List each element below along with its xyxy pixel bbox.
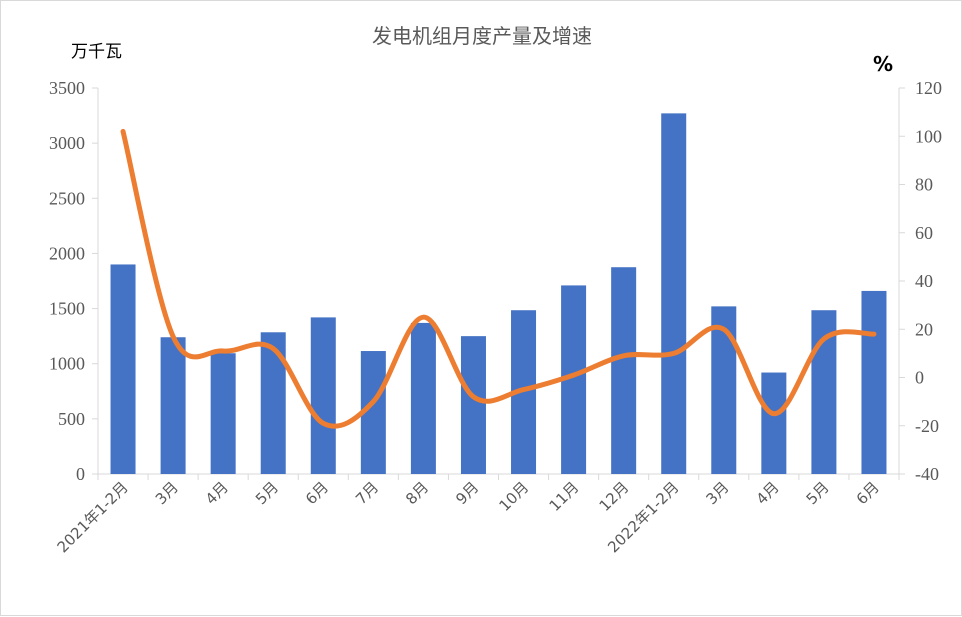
right-tick-label: 80 [915, 175, 933, 195]
x-tick-label: 3月 [152, 478, 182, 508]
right-tick-label: 100 [915, 126, 942, 146]
bar [711, 306, 737, 474]
x-tick-label: 9月 [452, 478, 482, 508]
left-axis-unit: 万千瓦 [71, 42, 122, 62]
x-tick-label: 10月 [496, 478, 533, 515]
axes: 0 500 1000 1500 2000 2500 3000 3500 -40 -20 0 20 40 6… [49, 78, 942, 484]
bar-series [110, 113, 887, 474]
chart-title: 发电机组月度产量及增速 [372, 24, 592, 48]
right-tick-label: 60 [915, 223, 933, 243]
right-tick-label: 120 [915, 78, 942, 98]
left-tick-label: 2000 [49, 243, 85, 263]
x-tick-label: 4月 [202, 478, 232, 508]
x-tick-label: 4月 [753, 478, 783, 508]
x-tick-label: 12月 [596, 478, 633, 515]
x-tick-label: 6月 [302, 478, 332, 508]
right-tick-label: 40 [915, 271, 933, 291]
left-tick-label: 2500 [49, 188, 85, 208]
x-tick-label: 5月 [252, 478, 282, 508]
x-axis-labels: 2021年1-2月 3月 4月 5月 6月 7月 8月 9月 10月 11月 12月2022年1-2… [54, 478, 883, 556]
x-tick-label: 3月 [703, 478, 733, 508]
x-tick-label: 5月 [803, 478, 833, 508]
bar [260, 332, 286, 474]
growth-line [120, 128, 877, 429]
right-tick-label: -20 [915, 416, 939, 436]
right-tick-label: 0 [915, 368, 924, 388]
left-tick-label: 1500 [49, 299, 85, 319]
x-tick-label: 11月 [546, 478, 583, 515]
bar [110, 264, 136, 474]
left-tick-label: 3000 [49, 133, 85, 153]
bar [410, 322, 436, 474]
left-tick-label: 0 [76, 464, 85, 484]
bar [310, 317, 336, 474]
right-tick-label: -40 [915, 464, 939, 484]
x-tick-label: 6月 [853, 478, 883, 508]
line-series [120, 128, 877, 429]
x-tick-label: 7月 [352, 478, 382, 508]
bar [210, 353, 236, 474]
bar [160, 337, 186, 474]
bar [661, 113, 687, 474]
bar [460, 336, 486, 474]
left-tick-label: 1000 [49, 354, 85, 374]
bar [611, 267, 637, 474]
x-tick-label: 2021年1-2月 [54, 478, 132, 556]
bar [861, 290, 887, 474]
left-tick-label: 3500 [49, 78, 85, 98]
bar [761, 372, 787, 474]
left-tick-label: 500 [58, 409, 85, 429]
right-tick-label: 20 [915, 319, 933, 339]
x-tick-label: 8月 [402, 478, 432, 508]
right-axis-unit: % [873, 52, 893, 76]
